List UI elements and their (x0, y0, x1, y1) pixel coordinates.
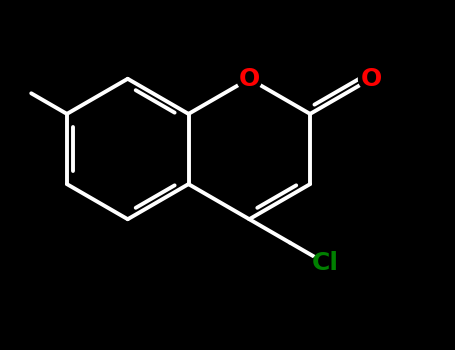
Circle shape (237, 66, 262, 91)
Text: O: O (360, 67, 381, 91)
Circle shape (359, 66, 383, 91)
Ellipse shape (311, 255, 340, 272)
Text: O: O (239, 67, 260, 91)
Text: Cl: Cl (312, 251, 339, 275)
